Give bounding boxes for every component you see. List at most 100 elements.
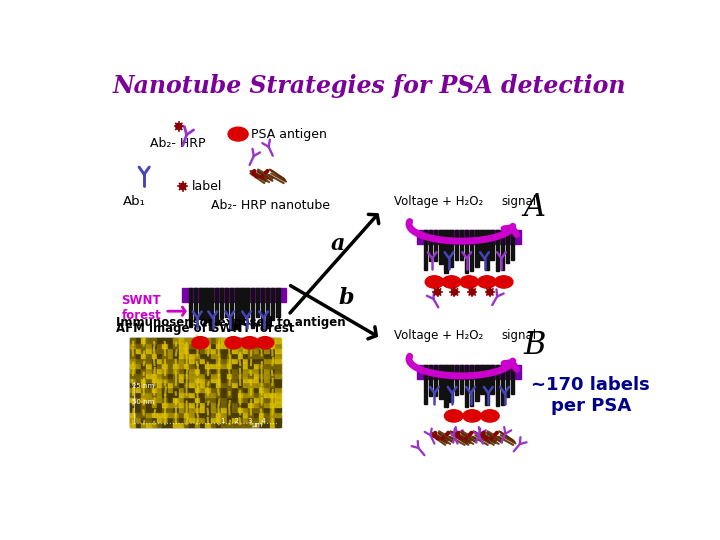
Bar <box>168 382 174 387</box>
Bar <box>184 348 189 353</box>
Bar <box>240 288 243 325</box>
Bar <box>157 353 163 358</box>
Circle shape <box>252 173 255 176</box>
Bar <box>275 353 281 358</box>
Bar <box>152 338 158 343</box>
Bar <box>216 348 222 353</box>
Bar <box>227 382 233 387</box>
Bar <box>259 421 265 427</box>
Bar <box>253 362 259 368</box>
Bar <box>227 348 233 353</box>
Bar <box>243 338 248 343</box>
Circle shape <box>179 184 186 190</box>
Bar <box>141 367 147 373</box>
Bar <box>480 365 484 394</box>
Bar <box>163 338 168 343</box>
Bar <box>248 348 254 353</box>
Bar <box>259 357 265 363</box>
Bar <box>200 348 206 353</box>
Bar <box>211 411 217 417</box>
Circle shape <box>487 289 493 295</box>
Bar <box>232 377 238 382</box>
Bar <box>135 407 141 412</box>
Bar <box>232 421 238 427</box>
Circle shape <box>266 170 269 172</box>
Bar <box>189 402 195 407</box>
Bar <box>168 372 174 377</box>
Ellipse shape <box>256 336 274 349</box>
Bar <box>238 372 243 377</box>
Bar <box>135 416 141 422</box>
Bar <box>264 397 270 402</box>
Bar <box>163 382 168 387</box>
Bar <box>248 387 254 392</box>
Bar <box>174 338 179 343</box>
Bar <box>232 353 238 358</box>
Bar <box>227 338 233 343</box>
Bar <box>205 372 211 377</box>
Bar <box>227 343 233 348</box>
Bar <box>194 411 200 417</box>
Bar <box>189 392 195 397</box>
Text: 50 nm: 50 nm <box>132 399 154 404</box>
Bar <box>238 407 243 412</box>
Bar <box>141 392 147 397</box>
Bar <box>243 397 248 402</box>
Bar <box>179 382 184 387</box>
Bar <box>216 353 222 358</box>
Bar <box>256 288 259 318</box>
Bar <box>480 231 484 260</box>
Bar <box>168 362 174 368</box>
Bar <box>222 421 228 427</box>
Bar <box>130 372 136 377</box>
Bar <box>174 362 179 368</box>
Bar <box>194 362 200 368</box>
Bar <box>222 343 228 348</box>
Bar <box>449 365 453 402</box>
Bar <box>227 362 233 368</box>
Bar <box>157 387 163 392</box>
Circle shape <box>436 437 439 440</box>
Circle shape <box>490 437 492 440</box>
Bar <box>243 362 248 368</box>
Bar <box>130 392 136 397</box>
Bar <box>470 231 473 271</box>
Text: Ab₂- HRP nanotube: Ab₂- HRP nanotube <box>211 199 330 212</box>
Bar <box>253 353 259 358</box>
Bar <box>259 402 265 407</box>
Bar <box>135 421 141 427</box>
Bar <box>174 372 179 377</box>
Bar <box>500 365 504 405</box>
Bar <box>216 392 222 397</box>
Bar <box>194 353 200 358</box>
Bar <box>163 372 168 377</box>
Bar <box>248 382 254 387</box>
Bar <box>130 353 136 358</box>
Bar <box>216 357 222 363</box>
Bar <box>194 421 200 427</box>
Bar <box>200 382 206 387</box>
Bar <box>253 377 259 382</box>
Bar <box>179 348 184 353</box>
Bar <box>270 402 276 407</box>
Bar <box>243 353 248 358</box>
Bar <box>135 338 141 343</box>
Text: Ab₂- HRP: Ab₂- HRP <box>150 137 205 150</box>
Bar <box>248 338 254 343</box>
Bar <box>275 397 281 402</box>
Bar <box>238 357 243 363</box>
Bar <box>253 411 259 417</box>
Bar <box>200 407 206 412</box>
Bar <box>184 382 189 387</box>
Bar <box>163 362 168 368</box>
Bar <box>130 367 136 373</box>
Bar <box>259 362 265 368</box>
Bar <box>179 421 184 427</box>
Bar <box>168 407 174 412</box>
Text: B: B <box>523 330 546 361</box>
Bar <box>511 231 515 260</box>
Bar <box>248 421 254 427</box>
Bar <box>141 348 147 353</box>
Bar <box>194 357 200 363</box>
Bar <box>168 421 174 427</box>
